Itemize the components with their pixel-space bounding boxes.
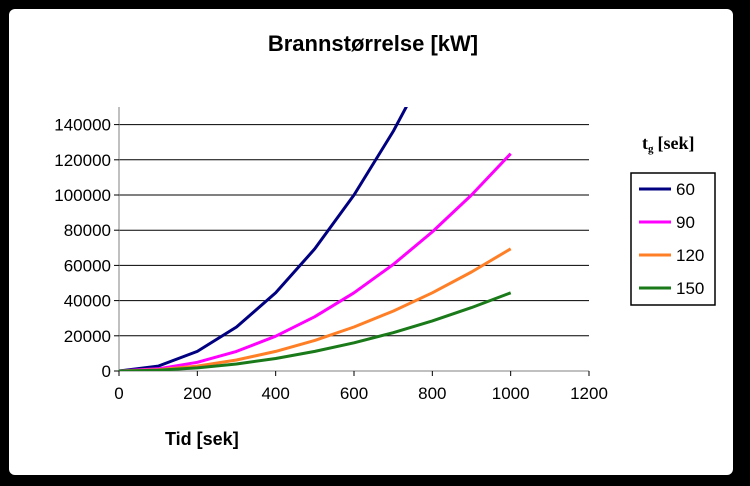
x-tick-label: 800 bbox=[418, 384, 446, 403]
series-lines bbox=[119, 107, 512, 371]
x-tick-label: 400 bbox=[261, 384, 289, 403]
x-tick-label: 200 bbox=[183, 384, 211, 403]
chart-title: Brannstørrelse [kW] bbox=[268, 31, 478, 56]
y-tick-label: 0 bbox=[102, 362, 111, 381]
legend-label-150: 150 bbox=[676, 279, 704, 298]
legend-title-sub: g bbox=[648, 143, 654, 155]
x-tick-label: 600 bbox=[340, 384, 368, 403]
x-axis-label: Tid [sek] bbox=[165, 429, 239, 449]
x-tick-label: 1200 bbox=[570, 384, 608, 403]
legend-title-main: t bbox=[642, 133, 648, 153]
legend-title-unit: [sek] bbox=[658, 133, 695, 153]
legend-box bbox=[630, 172, 716, 306]
x-tick-label: 0 bbox=[114, 384, 123, 403]
series-line-150 bbox=[119, 291, 512, 371]
x-tick-labels: 0 200 400 600 800 1000 1200 bbox=[114, 371, 608, 403]
y-tick-label: 140000 bbox=[54, 116, 111, 135]
legend-label-60: 60 bbox=[676, 180, 695, 199]
y-tick-label: 60000 bbox=[64, 256, 111, 275]
x-tick-label: 1000 bbox=[492, 384, 530, 403]
chart-frame: Brannstørrelse [kW] 0 20000 40000 60000 8000… bbox=[9, 9, 733, 475]
legend-label-90: 90 bbox=[676, 213, 695, 232]
legend: 60 90 120 150 bbox=[639, 180, 704, 298]
y-tick-label: 120000 bbox=[54, 151, 111, 170]
legend-label-120: 120 bbox=[676, 246, 704, 265]
legend-title: tg [sek] bbox=[642, 133, 695, 155]
y-tick-label: 80000 bbox=[64, 221, 111, 240]
series-line-90 bbox=[119, 152, 512, 371]
chart-svg: Brannstørrelse [kW] 02000040000600008000… bbox=[54, 31, 716, 449]
y-tick-label: 40000 bbox=[64, 292, 111, 311]
y-tick-label: 20000 bbox=[64, 327, 111, 346]
y-tick-label: 100000 bbox=[54, 186, 111, 205]
plot-area bbox=[119, 107, 589, 371]
series-line-60 bbox=[119, 107, 408, 371]
y-tick-labels: 0 20000 40000 60000 80000 100000 120000 140000 bbox=[54, 116, 119, 381]
